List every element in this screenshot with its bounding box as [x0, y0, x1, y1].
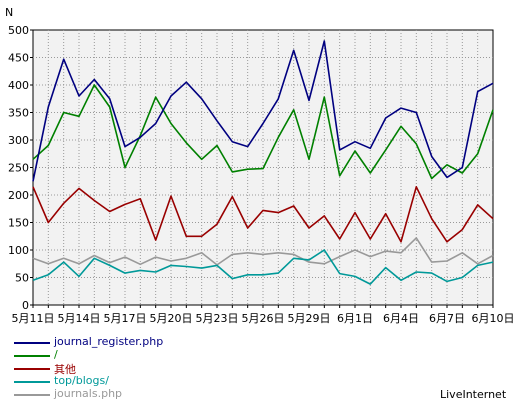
x-tick-label: 5月29日: [288, 312, 331, 325]
x-tick-label: 6月7日: [429, 312, 465, 325]
y-tick-label: 350: [8, 107, 29, 120]
legend-swatch: [14, 381, 50, 383]
series-line: [32, 186, 494, 243]
y-tick-label: 0: [22, 299, 29, 312]
x-tick-label: 6月1日: [337, 312, 373, 325]
y-tick-label: 50: [15, 272, 29, 285]
y-axis-label: N: [5, 6, 13, 19]
legend-label: top/blogs/: [54, 374, 109, 387]
y-tick-label: 400: [8, 79, 29, 92]
y-tick-label: 450: [8, 52, 29, 65]
legend-swatch: [14, 342, 50, 344]
legend-swatch: [14, 368, 50, 370]
x-tick-label: 6月4日: [383, 312, 419, 325]
x-tick-label: 6月10日: [472, 312, 515, 325]
x-tick-label: 5月17日: [104, 312, 147, 325]
y-tick-label: 500: [8, 24, 29, 37]
y-tick-label: 250: [8, 162, 29, 175]
x-tick-label: 5月26日: [242, 312, 285, 325]
x-tick-label: 5月23日: [196, 312, 239, 325]
legend-label: journal_register.php: [54, 335, 164, 348]
series-line: [32, 84, 494, 180]
y-tick-label: 100: [8, 244, 29, 257]
y-tick-label: 150: [8, 217, 29, 230]
y-tick-label: 300: [8, 134, 29, 147]
series-line: [32, 40, 494, 182]
series-line: [32, 249, 494, 285]
legend-swatch: [14, 394, 50, 396]
axes: 0 50 100 150 200 250 300 350 400 450 500 5月11日 5月14日…: [8, 24, 515, 325]
legend-swatch: [14, 355, 50, 357]
legend-label: journals.php: [54, 387, 123, 400]
y-tick-label: 200: [8, 189, 29, 202]
legend-label: /: [54, 348, 58, 361]
series-lines: [32, 40, 494, 285]
x-tick-label: 5月14日: [58, 312, 101, 325]
series-line: [32, 237, 494, 266]
x-tick-label: 5月11日: [12, 312, 55, 325]
brand-label: LiveInternet: [440, 388, 507, 401]
legend-label: 其他: [54, 363, 76, 376]
gridlines: [33, 30, 493, 305]
x-tick-label: 5月20日: [150, 312, 193, 325]
